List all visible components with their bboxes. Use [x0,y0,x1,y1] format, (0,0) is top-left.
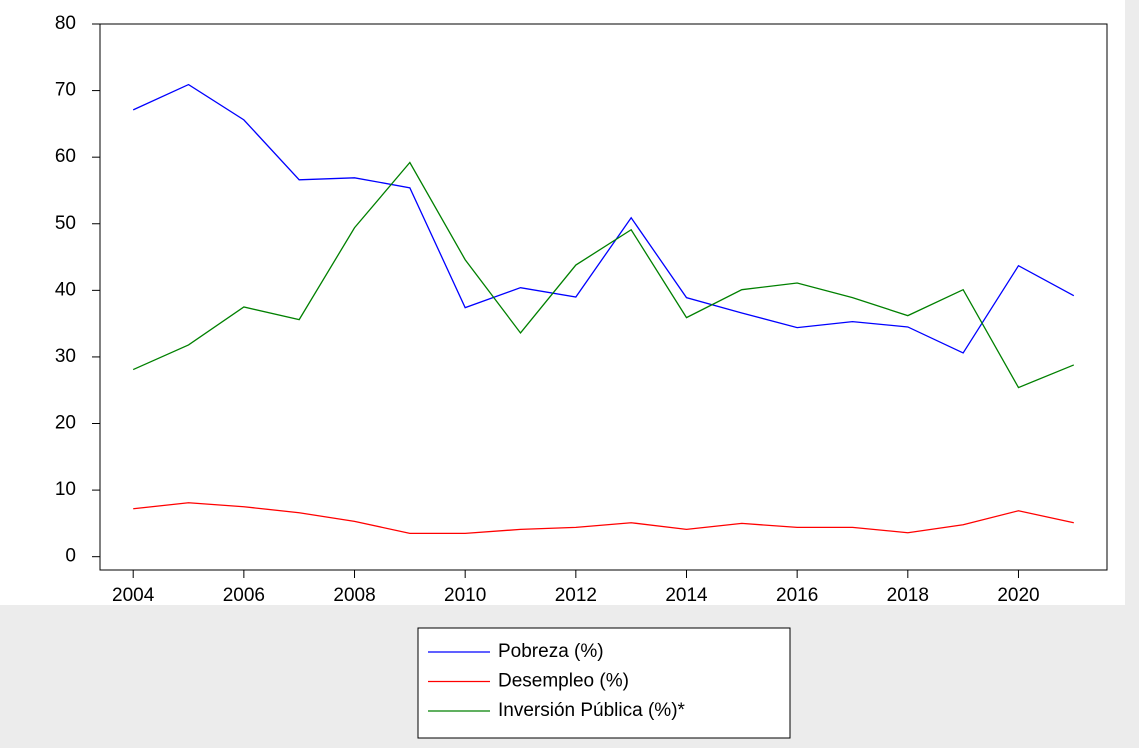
x-tick-label: 2006 [223,585,265,606]
y-tick-label: 50 [55,213,76,234]
legend-label: Desempleo (%) [498,671,629,692]
x-tick-label: 2018 [887,585,929,606]
x-tick-label: 2014 [665,585,708,606]
y-tick-label: 80 [55,13,76,34]
x-tick-label: 2016 [776,585,818,606]
x-tick-label: 2004 [112,585,155,606]
x-tick-label: 2010 [444,585,486,606]
x-tick-label: 2008 [333,585,375,606]
y-tick-label: 30 [55,346,76,367]
series-line [133,502,1074,535]
y-tick-label: 40 [55,279,76,300]
x-tick-label: 2012 [555,585,597,606]
series-line [132,83,1075,354]
y-tick-label: 70 [55,80,76,101]
legend-label: Inversión Pública (%)* [498,700,686,721]
series-line [132,161,1075,389]
x-tick-label: 2020 [997,585,1039,606]
legend-label: Pobreza (%) [498,641,604,662]
legend-box [417,627,791,739]
y-tick-label: 10 [55,479,76,500]
y-tick-label: 0 [65,546,76,567]
y-tick-label: 20 [55,413,76,434]
y-tick-label: 60 [55,146,76,167]
plot-frame [99,23,1108,571]
